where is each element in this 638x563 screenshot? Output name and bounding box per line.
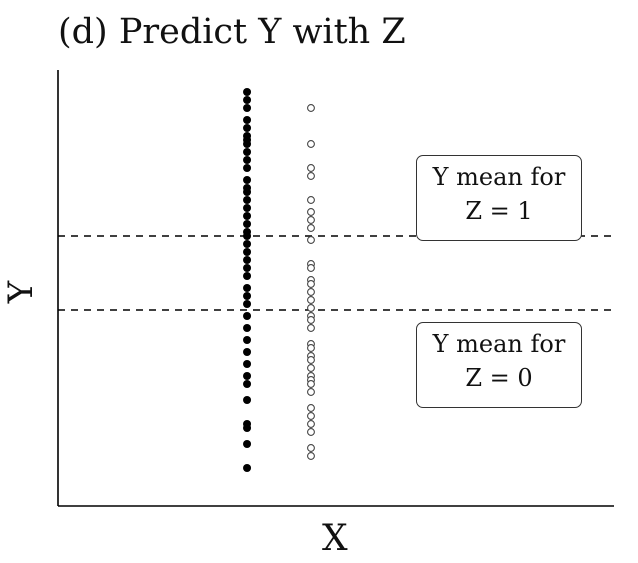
- point-open-30: [307, 420, 315, 428]
- point-filled-39: [243, 464, 252, 472]
- point-filled-26: [243, 292, 252, 300]
- point-filled-38: [243, 440, 252, 448]
- point-open-20: [307, 344, 315, 352]
- axes: [57, 70, 614, 507]
- point-open-5: [307, 208, 315, 216]
- y-axis-label: Y: [1, 280, 42, 304]
- point-filled-9: [243, 156, 252, 164]
- data-points: [243, 88, 315, 472]
- point-filled-0: [243, 88, 252, 96]
- point-filled-4: [243, 124, 252, 132]
- point-filled-11: [243, 176, 252, 184]
- point-open-8: [307, 236, 315, 244]
- annotation-z0-mean: Y mean for Z = 0: [416, 322, 582, 408]
- point-open-28: [307, 404, 315, 412]
- point-filled-2: [243, 104, 252, 112]
- chart-title: (d) Predict Y with Z: [58, 12, 406, 52]
- point-open-27: [307, 388, 315, 396]
- point-filled-30: [243, 336, 252, 344]
- annotation-z1-mean: Y mean for Z = 1: [416, 155, 582, 241]
- point-filled-7: [243, 140, 252, 148]
- point-filled-31: [243, 348, 252, 356]
- point-open-26: [307, 380, 315, 388]
- point-filled-23: [243, 264, 252, 272]
- point-filled-32: [243, 360, 252, 368]
- point-open-15: [307, 304, 315, 312]
- point-open-18: [307, 324, 315, 332]
- point-filled-14: [243, 196, 252, 204]
- point-filled-24: [243, 272, 252, 280]
- annotation-z1-line2: Z = 1: [465, 197, 533, 225]
- annotation-z0-line1: Y mean for: [432, 330, 566, 358]
- point-filled-15: [243, 204, 252, 212]
- point-filled-27: [243, 300, 252, 308]
- point-open-12: [307, 280, 315, 288]
- point-open-4: [307, 196, 315, 204]
- point-open-29: [307, 412, 315, 420]
- point-filled-10: [243, 164, 252, 172]
- point-open-31: [307, 428, 315, 436]
- point-open-1: [307, 140, 315, 148]
- point-filled-34: [243, 380, 252, 388]
- point-filled-13: [243, 188, 252, 196]
- point-filled-37: [243, 424, 252, 432]
- point-filled-21: [243, 248, 252, 256]
- point-filled-22: [243, 256, 252, 264]
- point-filled-28: [243, 312, 252, 320]
- point-open-6: [307, 216, 315, 224]
- point-filled-20: [243, 240, 252, 248]
- point-open-0: [307, 104, 315, 112]
- point-open-33: [307, 452, 315, 460]
- point-open-3: [307, 172, 315, 180]
- point-filled-19: [243, 232, 252, 240]
- point-filled-33: [243, 372, 252, 380]
- point-filled-16: [243, 212, 252, 220]
- point-open-2: [307, 164, 315, 172]
- point-open-23: [307, 364, 315, 372]
- point-open-13: [307, 288, 315, 296]
- point-filled-1: [243, 96, 252, 104]
- point-filled-29: [243, 324, 252, 332]
- point-filled-3: [243, 116, 252, 124]
- annotation-z1-line1: Y mean for: [432, 163, 566, 191]
- annotation-z0-line2: Z = 0: [465, 364, 533, 392]
- point-filled-25: [243, 284, 252, 292]
- point-open-14: [307, 296, 315, 304]
- point-open-32: [307, 444, 315, 452]
- point-open-22: [307, 356, 315, 364]
- point-open-7: [307, 224, 315, 232]
- point-open-10: [307, 264, 315, 272]
- x-axis-label: X: [322, 518, 348, 559]
- point-open-17: [307, 316, 315, 324]
- reference-lines: [58, 235, 614, 311]
- point-filled-8: [243, 148, 252, 156]
- point-filled-17: [243, 220, 252, 228]
- point-filled-35: [243, 396, 252, 404]
